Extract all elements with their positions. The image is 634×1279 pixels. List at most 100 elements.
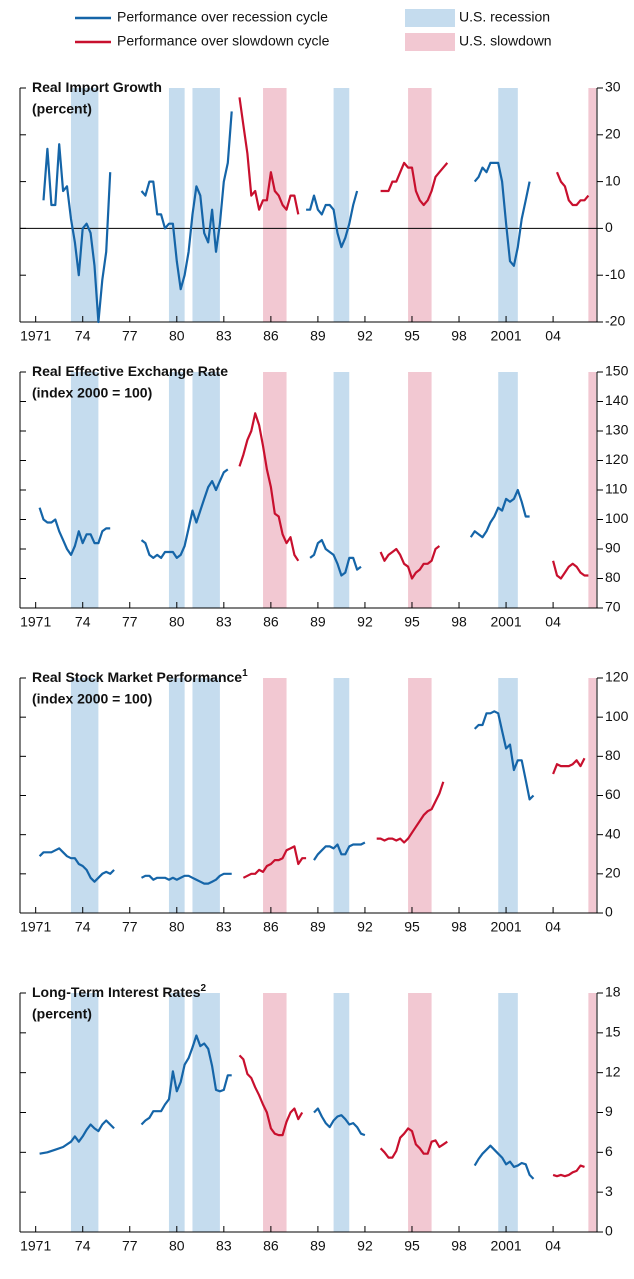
band <box>70 372 99 608</box>
title-note: 1 <box>242 668 248 679</box>
x-tick-label: 89 <box>310 328 326 344</box>
x-tick-label: 74 <box>75 614 91 630</box>
x-tick-label: 80 <box>169 614 185 630</box>
panel-title-text: Long-Term Interest Rates <box>32 984 201 1000</box>
series-line <box>242 757 586 879</box>
y-tick-label: 30 <box>605 79 621 95</box>
x-tick-label: 83 <box>216 1238 232 1254</box>
x-tick-label: 80 <box>169 919 185 935</box>
x-tick-label: 92 <box>357 328 373 344</box>
x-tick-label: 83 <box>216 919 232 935</box>
x-tick-label: 98 <box>451 919 467 935</box>
y-tick-label: 70 <box>605 599 621 615</box>
y-tick-label: 120 <box>605 669 629 685</box>
y-tick-label: 0 <box>605 1223 613 1239</box>
band <box>263 993 287 1232</box>
band <box>408 372 432 608</box>
y-tick-label: 60 <box>605 786 621 802</box>
x-tick-label: 1971 <box>20 919 51 935</box>
y-tick-label: 0 <box>605 219 613 235</box>
band <box>498 372 518 608</box>
x-tick-label: 95 <box>404 1238 420 1254</box>
x-tick-label: 04 <box>545 328 561 344</box>
x-tick-label: 86 <box>263 614 279 630</box>
panel-title-text: Real Import Growth <box>32 79 162 95</box>
band <box>498 993 518 1232</box>
series-line <box>38 710 535 885</box>
x-tick-label: 98 <box>451 328 467 344</box>
band <box>70 993 99 1232</box>
x-tick-label: 80 <box>169 328 185 344</box>
band <box>498 88 518 322</box>
panel-title-text: Real Stock Market Performance <box>32 669 242 685</box>
x-tick-label: 80 <box>169 1238 185 1254</box>
x-tick-label: 74 <box>75 328 91 344</box>
x-tick-label: 2001 <box>490 614 521 630</box>
x-tick-label: 89 <box>310 1238 326 1254</box>
x-tick-label: 74 <box>75 1238 91 1254</box>
panel-title: Real Stock Market Performance1 <box>32 668 248 685</box>
legend-label: Performance over slowdown cycle <box>117 33 330 49</box>
band <box>70 88 99 322</box>
band <box>588 993 597 1232</box>
series-line <box>238 412 589 580</box>
panel-subtitle: (index 2000 = 100) <box>32 691 152 707</box>
panel: 0 3 6 9 12 15 18 1971 74 77 80 83 86 89 92 95 98 2001 04 Lo… <box>19 983 621 1254</box>
band <box>333 88 350 322</box>
series-line <box>238 1054 585 1178</box>
band <box>192 88 220 322</box>
legend-label: U.S. recession <box>459 9 550 25</box>
y-tick-label: 20 <box>605 865 621 881</box>
y-tick-label: 6 <box>605 1143 613 1159</box>
x-tick-label: 89 <box>310 614 326 630</box>
x-tick-label: 95 <box>404 919 420 935</box>
band <box>168 88 185 322</box>
x-tick-label: 77 <box>122 919 138 935</box>
y-tick-label: 18 <box>605 984 621 1000</box>
y-tick-label: 15 <box>605 1024 621 1040</box>
x-tick-label: 1971 <box>20 1238 51 1254</box>
panel: -20 -10 0 10 20 30 1971 74 77 80 83 86 89 92 95 98 2001 0… <box>19 79 625 344</box>
band <box>333 993 350 1232</box>
series-line <box>238 97 590 215</box>
y-tick-label: 3 <box>605 1183 613 1199</box>
y-tick-label: 100 <box>605 708 629 724</box>
band <box>192 993 220 1232</box>
x-tick-label: 74 <box>75 919 91 935</box>
band <box>168 372 185 608</box>
x-tick-label: 77 <box>122 1238 138 1254</box>
series-line <box>39 1034 535 1180</box>
x-tick-label: 1971 <box>20 328 51 344</box>
x-tick-label: 77 <box>122 328 138 344</box>
y-tick-label: 130 <box>605 422 629 438</box>
band <box>588 372 597 608</box>
band <box>333 372 350 608</box>
y-tick-label: 100 <box>605 510 629 526</box>
x-tick-label: 86 <box>263 1238 279 1254</box>
band <box>498 678 518 913</box>
x-tick-label: 2001 <box>490 328 521 344</box>
legend-swatch <box>405 33 455 51</box>
panel-title: Real Effective Exchange Rate <box>32 363 228 379</box>
series-line <box>42 111 531 324</box>
panel-subtitle: (percent) <box>32 1006 92 1022</box>
y-tick-label: -10 <box>605 266 625 282</box>
band <box>263 678 287 913</box>
y-tick-label: 120 <box>605 451 629 467</box>
y-tick-label: 80 <box>605 747 621 763</box>
x-tick-label: 92 <box>357 919 373 935</box>
x-tick-label: 77 <box>122 614 138 630</box>
band <box>408 88 432 322</box>
panel: 0 20 40 60 80 100 120 1971 74 77 80 83 86 89 92 95 98 200… <box>19 668 629 935</box>
x-tick-label: 2001 <box>490 1238 521 1254</box>
panel-subtitle: (percent) <box>32 101 92 117</box>
band <box>408 993 432 1232</box>
x-tick-label: 04 <box>545 614 561 630</box>
x-tick-label: 92 <box>357 614 373 630</box>
x-tick-label: 95 <box>404 328 420 344</box>
series-line <box>38 468 530 577</box>
panel: 70 80 90 100 110 120 130 140 150 1971 74 77 80 83 86 89… <box>19 363 629 630</box>
band <box>168 678 185 913</box>
y-tick-label: 0 <box>605 904 613 920</box>
